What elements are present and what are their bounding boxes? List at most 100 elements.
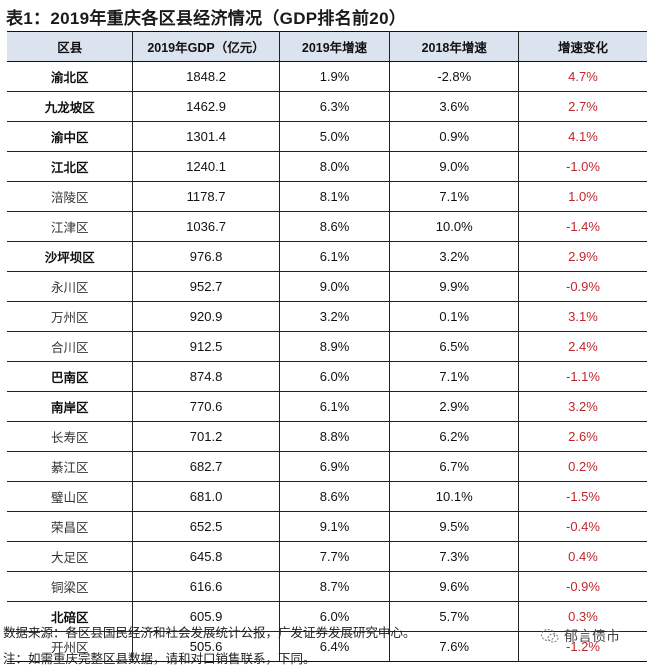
gdp-table: 区县 2019年GDP（亿元） 2019年增速 2018年增速 增速变化 渝北区… <box>7 31 647 662</box>
gdp-cell: 681.0 <box>132 481 280 512</box>
growth-2018-cell: 6.5% <box>389 331 519 362</box>
district-cell: 荣昌区 <box>7 511 134 542</box>
district-cell: 铜梁区 <box>7 571 134 602</box>
gdp-cell: 616.6 <box>132 571 280 602</box>
growth-change-cell: 2.7% <box>517 91 647 122</box>
gdp-cell: 952.7 <box>132 271 280 302</box>
growth-change-cell: -0.4% <box>517 511 647 542</box>
growth-2018-cell: 0.1% <box>389 301 519 332</box>
gdp-cell: 770.6 <box>132 391 280 422</box>
table-row: 巴南区 874.8 6.0% 7.1% -1.1% <box>7 361 647 392</box>
district-cell: 南岸区 <box>7 391 134 422</box>
table-row: 南岸区 770.6 6.1% 2.9% 3.2% <box>7 391 647 422</box>
growth-2019-cell: 7.7% <box>278 541 391 572</box>
table-row: 渝中区 1301.4 5.0% 0.9% 4.1% <box>7 121 647 152</box>
table-row: 北碚区 605.9 6.0% 5.7% 0.3% <box>7 601 647 632</box>
growth-2019-cell: 6.9% <box>278 451 391 482</box>
table-row: 沙坪坝区 976.8 6.1% 3.2% 2.9% <box>7 241 647 272</box>
growth-2019-cell: 9.1% <box>278 511 391 542</box>
district-cell: 开州区 <box>7 631 134 662</box>
growth-change-cell: -1.0% <box>517 151 647 182</box>
footnote: 注：如需重庆完整区县数据，请和对口销售联系，下同。 <box>3 652 316 666</box>
table-row: 开州区 505.6 6.4% 7.6% -1.2% <box>7 631 647 662</box>
gdp-cell: 1848.2 <box>132 61 280 92</box>
growth-2018-cell: 9.6% <box>389 571 519 602</box>
table-row: 长寿区 701.2 8.8% 6.2% 2.6% <box>7 421 647 452</box>
district-cell: 合川区 <box>7 331 134 362</box>
gdp-cell: 976.8 <box>132 241 280 272</box>
district-cell: 巴南区 <box>7 361 134 392</box>
growth-change-cell: 0.4% <box>517 541 647 572</box>
growth-2018-cell: 2.9% <box>389 391 519 422</box>
header-growth-2018: 2018年增速 <box>389 31 519 62</box>
district-cell: 江北区 <box>7 151 134 182</box>
gdp-cell: 605.9 <box>132 601 280 632</box>
growth-2019-cell: 3.2% <box>278 301 391 332</box>
table-row: 万州区 920.9 3.2% 0.1% 3.1% <box>7 301 647 332</box>
growth-2019-cell: 6.0% <box>278 601 391 632</box>
growth-change-cell: 4.1% <box>517 121 647 152</box>
growth-2018-cell: 10.0% <box>389 211 519 242</box>
district-cell: 涪陵区 <box>7 181 134 212</box>
growth-2018-cell: 7.1% <box>389 361 519 392</box>
gdp-cell: 1462.9 <box>132 91 280 122</box>
growth-change-cell: 3.1% <box>517 301 647 332</box>
growth-2018-cell: 3.2% <box>389 241 519 272</box>
growth-2019-cell: 8.1% <box>278 181 391 212</box>
gdp-cell: 645.8 <box>132 541 280 572</box>
growth-2019-cell: 8.6% <box>278 211 391 242</box>
growth-2019-cell: 1.9% <box>278 61 391 92</box>
table-row: 铜梁区 616.6 8.7% 9.6% -0.9% <box>7 571 647 602</box>
table-row: 荣昌区 652.5 9.1% 9.5% -0.4% <box>7 511 647 542</box>
table-row: 璧山区 681.0 8.6% 10.1% -1.5% <box>7 481 647 512</box>
district-cell: 永川区 <box>7 271 134 302</box>
growth-2019-cell: 8.7% <box>278 571 391 602</box>
district-cell: 万州区 <box>7 301 134 332</box>
header-growth-change: 增速变化 <box>517 31 647 62</box>
district-cell: 璧山区 <box>7 481 134 512</box>
growth-change-cell: 2.9% <box>517 241 647 272</box>
growth-change-cell: 3.2% <box>517 391 647 422</box>
growth-change-cell: -0.9% <box>517 571 647 602</box>
growth-2018-cell: 10.1% <box>389 481 519 512</box>
data-source-note: 数据来源：各区县国民经济和社会发展统计公报，广发证券发展研究中心。 <box>3 626 416 640</box>
gdp-cell: 682.7 <box>132 451 280 482</box>
growth-change-cell: 4.7% <box>517 61 647 92</box>
growth-change-cell: 2.6% <box>517 421 647 452</box>
header-growth-2019: 2019年增速 <box>278 31 391 62</box>
growth-change-cell: -0.9% <box>517 271 647 302</box>
gdp-cell: 701.2 <box>132 421 280 452</box>
gdp-cell: 1301.4 <box>132 121 280 152</box>
district-cell: 九龙坡区 <box>7 91 134 122</box>
growth-2018-cell: 9.0% <box>389 151 519 182</box>
gdp-cell: 874.8 <box>132 361 280 392</box>
growth-change-cell: -1.4% <box>517 211 647 242</box>
gdp-cell: 505.6 <box>132 631 280 662</box>
table-row: 江津区 1036.7 8.6% 10.0% -1.4% <box>7 211 647 242</box>
district-cell: 綦江区 <box>7 451 134 482</box>
growth-2018-cell: 0.9% <box>389 121 519 152</box>
growth-2019-cell: 6.4% <box>278 631 391 662</box>
growth-2018-cell: 6.2% <box>389 421 519 452</box>
gdp-cell: 912.5 <box>132 331 280 362</box>
growth-2018-cell: 5.7% <box>389 601 519 632</box>
district-cell: 渝中区 <box>7 121 134 152</box>
district-cell: 江津区 <box>7 211 134 242</box>
gdp-cell: 1036.7 <box>132 211 280 242</box>
growth-2019-cell: 8.0% <box>278 151 391 182</box>
header-district: 区县 <box>7 31 134 62</box>
growth-change-cell: -1.1% <box>517 361 647 392</box>
gdp-cell: 652.5 <box>132 511 280 542</box>
gdp-cell: 920.9 <box>132 301 280 332</box>
table-row: 涪陵区 1178.7 8.1% 7.1% 1.0% <box>7 181 647 212</box>
gdp-cell: 1178.7 <box>132 181 280 212</box>
growth-change-cell: 0.3% <box>517 601 647 632</box>
gdp-cell: 1240.1 <box>132 151 280 182</box>
table-row: 綦江区 682.7 6.9% 6.7% 0.2% <box>7 451 647 482</box>
district-cell: 北碚区 <box>7 601 134 632</box>
table-row: 大足区 645.8 7.7% 7.3% 0.4% <box>7 541 647 572</box>
table-title: 表1：2019年重庆各区县经济情况（GDP排名前20） <box>6 9 407 28</box>
table-header-row: 区县 2019年GDP（亿元） 2019年增速 2018年增速 增速变化 <box>7 31 647 62</box>
growth-2019-cell: 8.9% <box>278 331 391 362</box>
header-gdp: 2019年GDP（亿元） <box>132 31 280 62</box>
